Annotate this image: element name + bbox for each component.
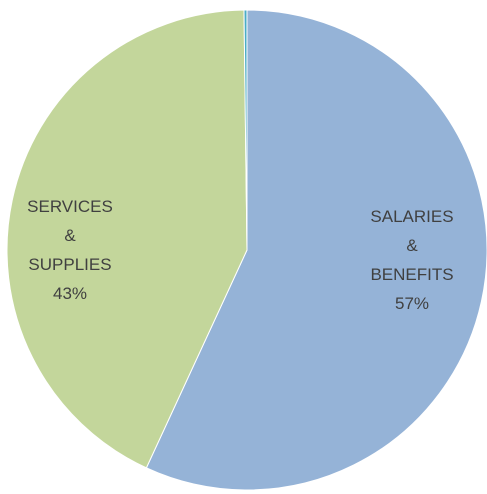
pie-slice-percent: 43% [53, 284, 87, 303]
pie-slice-1 [6, 9, 248, 469]
pie-slice-label-line: BENEFITS [370, 265, 453, 284]
pie-slices [6, 9, 487, 491]
pie-slice-label-line: SALARIES [370, 207, 453, 226]
pie-slice-percent: 57% [395, 294, 429, 313]
pie-slice-label-line: SUPPLIES [28, 255, 111, 274]
pie-slice-label-line: & [406, 236, 418, 255]
pie-slice-label-line: & [64, 226, 76, 245]
pie-labels: SALARIES & BENEFITS 57% SERVICES & SUPPLIES 43% [27, 197, 453, 313]
pie-slice-label-line: SERVICES [27, 197, 113, 216]
pie-slice-0 [145, 9, 487, 491]
pie-slice-label-1: SERVICES & SUPPLIES 43% [27, 197, 113, 303]
pie-slice-label-0: SALARIES & BENEFITS 57% [370, 207, 453, 313]
pie-slice-2 [243, 9, 248, 251]
